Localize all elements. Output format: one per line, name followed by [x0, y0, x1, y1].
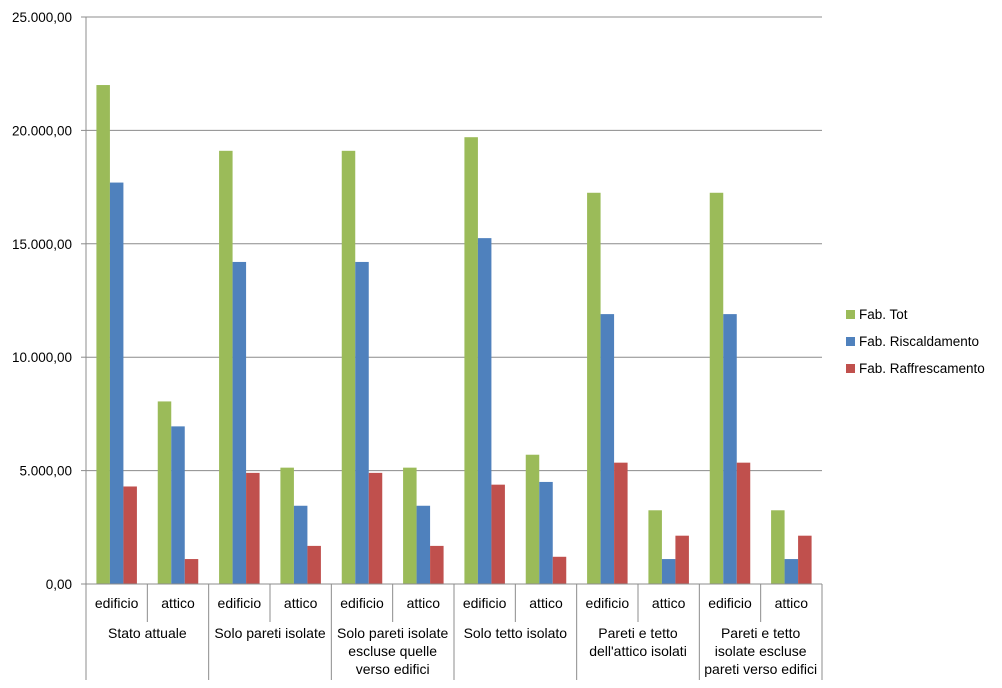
- y-tick-label: 5.000,00: [19, 464, 72, 479]
- x-subcategory-label: edificio: [218, 595, 262, 611]
- x-subcategory-label: edificio: [340, 595, 384, 611]
- x-group-label: isolate escluse: [715, 643, 807, 659]
- bar: [123, 486, 137, 584]
- bar: [157, 401, 172, 584]
- bar: [798, 535, 812, 584]
- bar: [661, 559, 676, 584]
- x-subcategory-label: attico: [161, 595, 195, 611]
- bar: [246, 472, 260, 584]
- bar: [403, 467, 417, 584]
- legend-label: Fab. Raffrescamento: [859, 361, 985, 376]
- bar: [307, 545, 321, 584]
- bar: [648, 510, 662, 584]
- x-group-label: Stato attuale: [108, 625, 187, 641]
- bar: [491, 484, 505, 584]
- y-tick-label: 0,00: [46, 577, 72, 592]
- bar: [280, 467, 294, 584]
- x-group-label: escluse quelle: [348, 643, 437, 659]
- x-group-label: pareti verso edifici: [704, 661, 817, 677]
- bar: [539, 481, 553, 584]
- x-group-label: dell'attico isolati: [589, 643, 687, 659]
- x-subcategory-label: edificio: [463, 595, 507, 611]
- bar: [784, 559, 799, 584]
- bar: [723, 314, 737, 584]
- y-tick-label: 20.000,00: [12, 123, 72, 138]
- bar: [771, 510, 785, 584]
- bar: [341, 150, 356, 584]
- gridlines: [86, 16, 822, 472]
- bar: [232, 261, 247, 584]
- x-group-label: Solo tetto isolato: [464, 625, 568, 641]
- bar: [293, 505, 308, 584]
- x-group-label: Solo pareti isolate: [337, 625, 449, 641]
- bar: [219, 150, 233, 584]
- bar: [600, 314, 615, 584]
- bar: [614, 462, 628, 584]
- bar: [430, 545, 444, 584]
- legend-label: Fab. Riscaldamento: [859, 334, 979, 349]
- bar: [96, 85, 110, 584]
- bar: [709, 192, 724, 584]
- x-subcategory-label: attico: [284, 595, 318, 611]
- bar: [416, 505, 431, 584]
- bar: [171, 426, 185, 584]
- bar: [464, 137, 478, 585]
- x-group-label: Pareti e tetto: [598, 625, 678, 641]
- x-subcategory-label: attico: [775, 595, 809, 611]
- x-subcategory-label: edificio: [586, 595, 630, 611]
- x-subcategory-label: edificio: [708, 595, 752, 611]
- bar: [368, 472, 383, 584]
- x-group-label: verso edifici: [356, 661, 430, 677]
- legend-label: Fab. Tot: [859, 307, 908, 322]
- legend-swatch: [846, 310, 855, 319]
- bar: [355, 261, 369, 584]
- bar: [477, 238, 492, 584]
- x-group-label: Solo pareti isolate: [214, 625, 326, 641]
- x-subcategory-label: edificio: [95, 595, 139, 611]
- bar: [736, 462, 751, 584]
- x-subcategory-label: attico: [529, 595, 563, 611]
- bar: [184, 559, 199, 584]
- bars: [96, 85, 812, 585]
- y-tick-label: 25.000,00: [12, 10, 72, 25]
- legend-swatch: [846, 337, 855, 346]
- bar: [525, 454, 540, 584]
- y-tick-label: 15.000,00: [12, 237, 72, 252]
- bar: [552, 556, 567, 584]
- y-axis: 0,00 5.000,00 10.000,00 15.000,00 20.000,00 2…: [12, 10, 87, 592]
- x-subcategory-label: attico: [407, 595, 441, 611]
- x-group-label: Pareti e tetto: [721, 625, 801, 641]
- legend: Fab. Tot Fab. Riscaldamento Fab. Raffresca…: [846, 307, 985, 376]
- y-tick-label: 10.000,00: [12, 350, 72, 365]
- x-subcategory-label: attico: [652, 595, 686, 611]
- legend-swatch: [846, 364, 855, 373]
- x-axis: edificio attico edificio attico edificio atti…: [85, 583, 823, 680]
- bar: [587, 192, 601, 584]
- bar: [109, 182, 124, 584]
- bar: [675, 535, 689, 584]
